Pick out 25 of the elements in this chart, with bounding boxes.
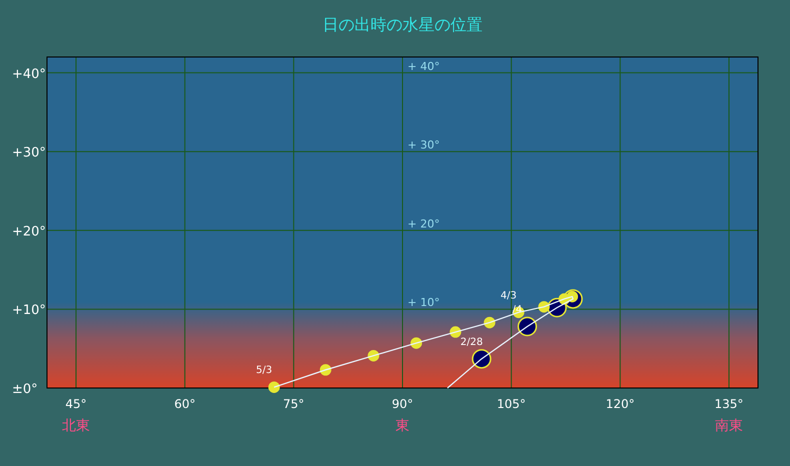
y-tick-label: +10° [12, 303, 46, 318]
point [268, 381, 280, 393]
annotation: 5/3 [256, 365, 272, 376]
y-tick-label: +30° [12, 146, 46, 161]
text: 北東 [62, 418, 90, 434]
y-tick-label: ±0° [12, 382, 38, 397]
y-tick-label: +20° [12, 224, 46, 240]
annotation: + 40° [408, 60, 440, 73]
y-tick-label: +40° [12, 66, 46, 82]
annotation: 2/28 [460, 336, 483, 348]
point [518, 316, 538, 336]
annotation: + 30° [408, 138, 440, 152]
x-tick-label: 105° [496, 397, 526, 411]
x-tick-label: 90° [392, 397, 414, 411]
x-tick-label: 75° [283, 397, 304, 411]
text: 南東 [714, 418, 743, 434]
x-tick-label: 120° [606, 397, 635, 411]
x-tick-label: 60° [174, 397, 196, 411]
chart-title: 日の出時の水星の位置 [322, 15, 482, 34]
x-tick-label: 135° [714, 397, 744, 411]
x-tick-label: 45° [65, 397, 87, 411]
annotation: + 20° [408, 217, 440, 230]
point [472, 349, 492, 369]
text: 東 [396, 418, 410, 434]
annotation: + 10° [408, 296, 440, 310]
